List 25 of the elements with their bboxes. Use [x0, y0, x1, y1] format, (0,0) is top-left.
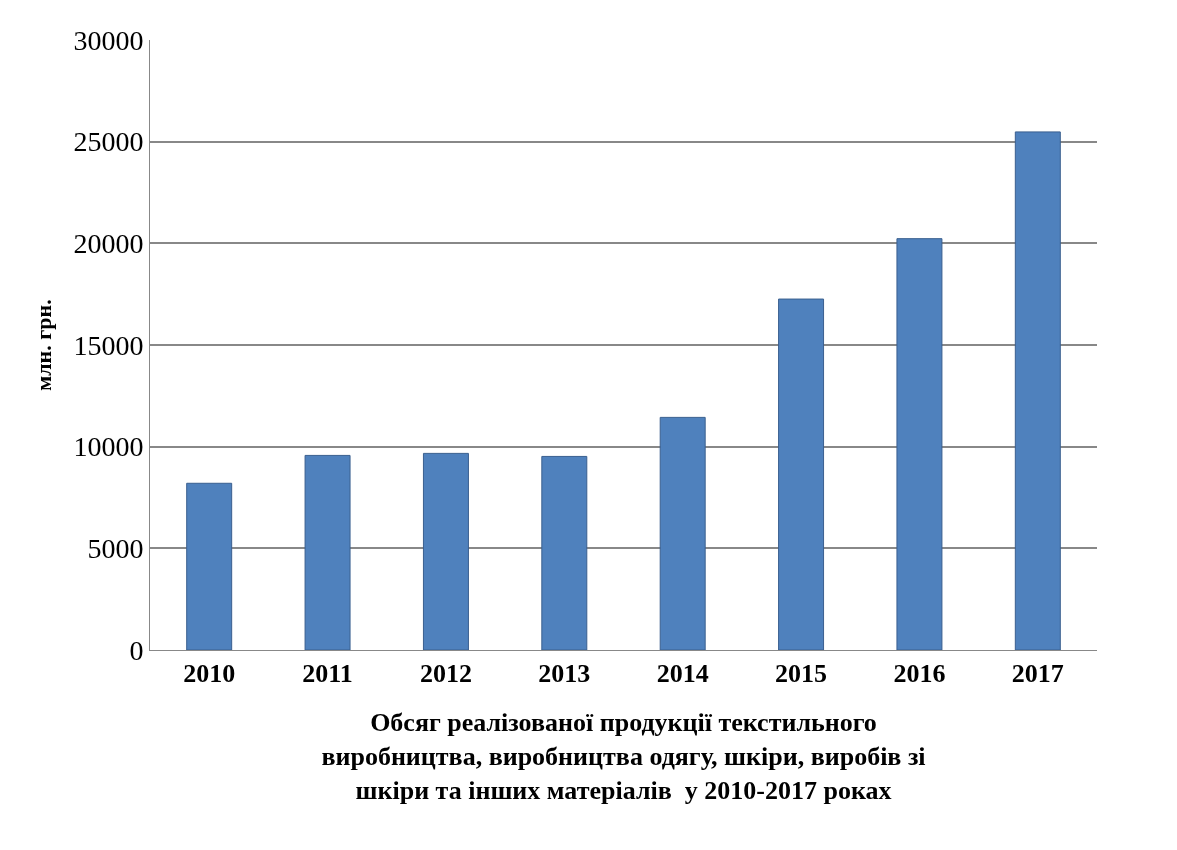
bar — [422, 452, 469, 650]
bar — [1014, 131, 1061, 650]
x-tick-label: 2014 — [656, 659, 709, 689]
bar — [896, 238, 943, 650]
bar — [304, 454, 351, 650]
x-axis-title: Обсяг реалізованої продукції текстильного виробництва, виробництва одягу, шкіри, виробів зі шкіри та інших матеріалів у 2010-2017 роках — [321, 707, 926, 805]
y-tick-label: 0 — [129, 634, 144, 666]
y-axis-title: млн. грн. — [31, 299, 57, 391]
bar — [778, 298, 825, 650]
y-tick-label: 30000 — [73, 24, 144, 56]
bar — [659, 416, 706, 650]
y-tick-label: 25000 — [73, 126, 144, 158]
y-tick-label: 5000 — [87, 533, 144, 565]
x-tick-label: 2017 — [1011, 659, 1064, 689]
y-tick-label: 20000 — [73, 228, 144, 260]
x-tick-label: 2011 — [302, 659, 353, 689]
y-tick-label: 10000 — [73, 431, 144, 463]
bar — [186, 482, 233, 650]
x-tick-label: 2010 — [183, 659, 236, 689]
x-tick-label: 2013 — [538, 659, 591, 689]
x-tick-label: 2012 — [419, 659, 472, 689]
x-tick-label: 2016 — [893, 659, 946, 689]
y-tick-label: 15000 — [73, 329, 144, 361]
x-tick-label: 2015 — [775, 659, 828, 689]
bar — [541, 455, 588, 650]
